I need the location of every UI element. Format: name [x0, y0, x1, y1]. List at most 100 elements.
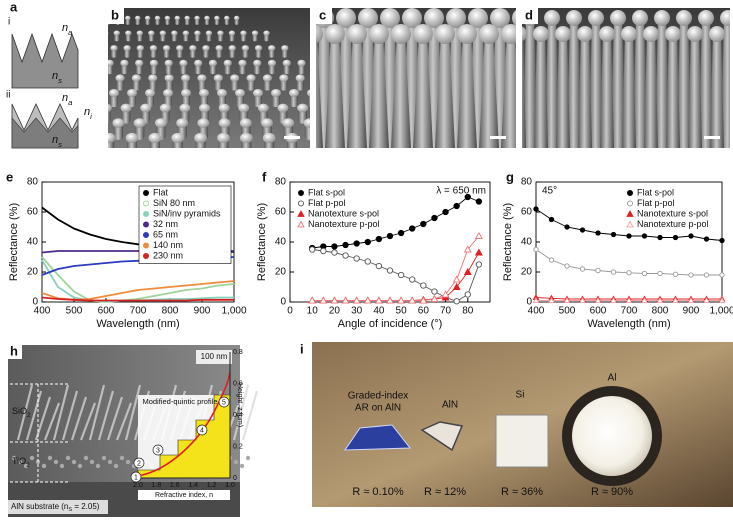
marker: [475, 198, 483, 205]
sample-name: AlN: [442, 400, 458, 411]
legend-label: 65 nm: [153, 229, 178, 239]
x-tick-label: 600: [98, 306, 115, 317]
sem-cap: [80, 133, 93, 143]
sem-cap: [709, 26, 725, 42]
sem-cap: [262, 74, 272, 82]
y-tick-label: 0: [526, 297, 532, 308]
marker: [453, 298, 460, 305]
scale-bar-bg: [196, 350, 232, 364]
panel-label: e: [6, 169, 13, 184]
legend-box: [138, 185, 232, 264]
sem-grain: [53, 459, 59, 465]
sem-cap: [215, 45, 223, 51]
y-tick-label: 0: [32, 297, 38, 308]
sem-cap: [263, 30, 270, 36]
x-tick-label: 2.0: [133, 482, 143, 489]
sem-cap: [140, 103, 152, 113]
sem-texture: [25, 390, 43, 441]
marker: [625, 296, 633, 304]
sample-name: Si: [516, 390, 525, 401]
legend-marker: [298, 189, 305, 196]
y-tick-label: 0.6: [233, 380, 243, 387]
sem-cap: [163, 89, 173, 97]
sem-cap: [125, 132, 139, 144]
sem-pillar: [98, 46, 104, 58]
sem-cap: [267, 59, 277, 67]
subscript-label: ni: [84, 106, 92, 121]
sem-cap: [217, 30, 224, 36]
marker: [431, 288, 438, 295]
label-base: n: [52, 134, 58, 146]
sem-pillar: [84, 76, 91, 91]
sem-cap: [91, 30, 97, 35]
sem-grain: [239, 463, 245, 469]
label-sub: i: [90, 112, 92, 121]
sem-cap: [109, 89, 119, 97]
sem-texture: [34, 396, 52, 441]
schematic-texture: [11, 117, 79, 149]
marker: [474, 231, 483, 240]
legend-marker: [627, 200, 634, 207]
sem-pillar: [96, 16, 100, 25]
sem-grain: [11, 455, 17, 461]
sem-texture: [52, 384, 70, 441]
y-tick-label: 20: [27, 267, 39, 278]
step-label: 2: [137, 460, 141, 467]
sample-ar: [344, 424, 412, 451]
sem-cap: [282, 118, 295, 128]
sem-texture: [43, 402, 61, 441]
sem-texture: [115, 402, 133, 441]
sem-pillar: [666, 34, 680, 148]
sem-texture: [124, 384, 142, 441]
y-tick-label: 0: [233, 475, 237, 482]
legend-label: Nanotexture p-pol: [308, 219, 380, 229]
sem-texture: [70, 396, 88, 441]
sem-cap: [189, 45, 197, 51]
sem-cap: [599, 26, 615, 42]
sem-cap: [164, 15, 171, 21]
x-tick-label: 600: [590, 306, 607, 317]
sem-grain: [17, 459, 23, 465]
marker: [431, 214, 438, 222]
legend-label: Flat p-pol: [308, 198, 346, 208]
marker: [688, 233, 694, 239]
sem-pillar: [91, 31, 96, 41]
marker: [374, 296, 383, 304]
label-base: n: [62, 22, 68, 34]
sem-cap: [148, 132, 162, 144]
sem-cap: [316, 24, 323, 44]
subscript-label: ns: [52, 70, 62, 85]
legend-marker: [297, 210, 305, 217]
y-axis-label: Height, z (μm): [236, 383, 243, 427]
sem-grain: [125, 459, 131, 465]
marker: [341, 296, 350, 304]
subscript-label: ns: [52, 134, 62, 149]
marker: [463, 267, 472, 276]
marker: [330, 296, 339, 304]
sem-pillar: [534, 34, 548, 148]
legend-label: 140 nm: [153, 240, 183, 250]
x-tick-label: 20: [329, 306, 341, 317]
sem-pillar: [710, 34, 724, 148]
sem-cap: [621, 26, 637, 42]
sem-cap: [154, 118, 167, 128]
sem-pillar: [85, 46, 91, 58]
legend-marker: [142, 231, 149, 238]
sem-pillar: [633, 18, 647, 148]
sem-cap: [171, 132, 185, 144]
panel-label: f: [262, 169, 267, 184]
sem-cap: [144, 15, 151, 21]
marker: [441, 290, 450, 298]
marker: [687, 296, 695, 304]
sem-texture: [79, 402, 97, 441]
legend-marker: [297, 220, 305, 228]
sem-cap: [149, 45, 158, 51]
sem-pillar: [92, 61, 99, 74]
label-base: SiO: [12, 406, 27, 416]
sem-cap: [239, 118, 252, 128]
sem-texture: [16, 384, 34, 441]
sem-cap: [230, 74, 240, 82]
marker: [703, 296, 710, 304]
marker: [409, 225, 416, 232]
legend-label: Flat s-pol: [308, 187, 345, 197]
